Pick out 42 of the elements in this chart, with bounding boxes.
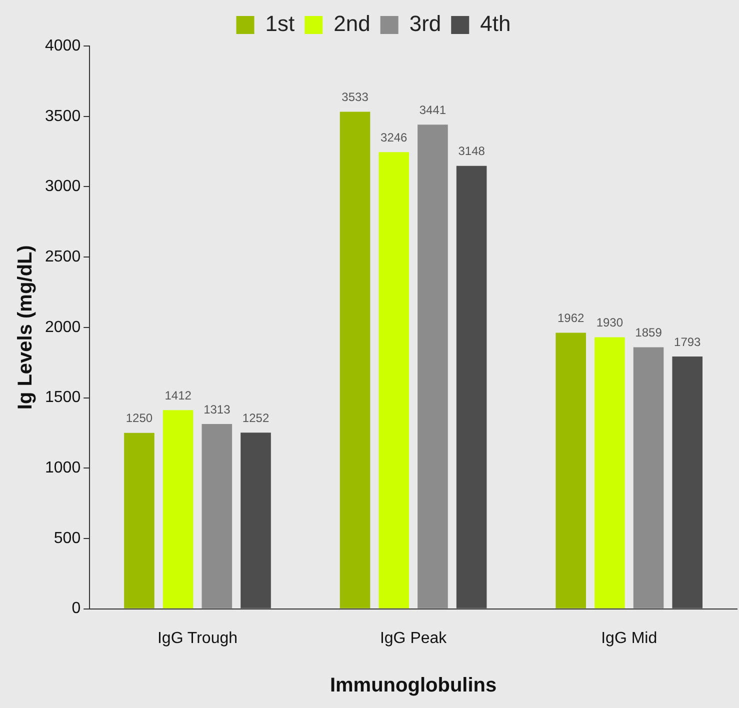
y-tick-label: 2000 — [45, 318, 81, 336]
y-tick-label: 2500 — [45, 248, 81, 266]
y-tick-label: 1500 — [45, 389, 81, 406]
bar — [378, 152, 410, 608]
x-tick-label: IgG Trough — [157, 630, 238, 647]
y-tick-label: 500 — [54, 530, 81, 547]
data-label: 1793 — [674, 334, 702, 349]
bar — [672, 356, 703, 608]
y-tick-label: 0 — [72, 600, 81, 618]
y-tick-label: 3500 — [45, 108, 81, 125]
x-tick-label: IgG Peak — [380, 630, 448, 647]
y-tick-label: 1000 — [45, 460, 81, 477]
bar — [633, 347, 664, 608]
bar — [340, 112, 370, 608]
data-label: 3441 — [419, 102, 446, 117]
x-axis-title: Immunoglobulins — [330, 674, 497, 697]
bar — [162, 410, 194, 608]
x-tick-label: IgG Mid — [601, 630, 658, 647]
legend-label: 4th — [480, 11, 511, 36]
data-label: 1859 — [635, 326, 662, 340]
legend-label: 3rd — [409, 11, 442, 36]
y-tick-label: 4000 — [45, 37, 81, 54]
legend-label: 1st — [265, 11, 295, 36]
data-label: 1252 — [242, 410, 270, 425]
y-axis-title: Ig Levels (mg/dL) — [14, 245, 37, 410]
data-label: 1250 — [126, 411, 153, 426]
legend-label: 2nd — [334, 11, 370, 36]
data-label: 1313 — [204, 402, 231, 416]
data-label: 1962 — [557, 311, 584, 326]
data-label: 1412 — [164, 388, 192, 402]
data-label: 3148 — [458, 144, 486, 158]
bar — [594, 337, 625, 608]
data-label: 3533 — [342, 90, 369, 104]
bar — [240, 432, 271, 608]
data-label: 1930 — [596, 316, 624, 330]
bar — [456, 166, 487, 608]
data-label: 3246 — [380, 130, 408, 144]
y-tick-label: 3000 — [45, 178, 81, 196]
bar — [418, 124, 448, 608]
bar — [202, 424, 232, 608]
bar — [556, 332, 586, 608]
bar — [124, 432, 154, 608]
